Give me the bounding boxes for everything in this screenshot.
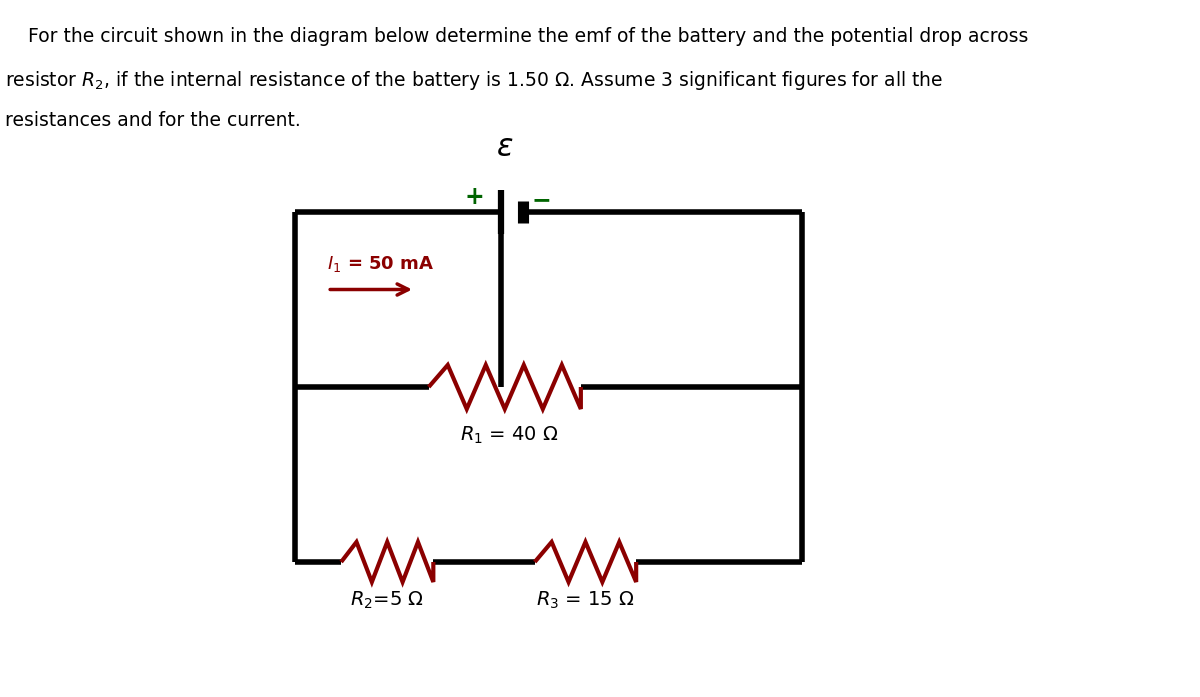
Text: $R_2$=5 Ω: $R_2$=5 Ω: [350, 590, 424, 611]
Text: For the circuit shown in the diagram below determine the emf of the battery and : For the circuit shown in the diagram bel…: [28, 27, 1028, 46]
Text: $R_1$ = 40 Ω: $R_1$ = 40 Ω: [460, 425, 559, 446]
Text: resistor $R_2$, if the internal resistance of the battery is 1.50 Ω. Assume 3 si: resistor $R_2$, if the internal resistan…: [5, 69, 943, 92]
Text: +: +: [464, 185, 484, 209]
Text: −: −: [532, 188, 552, 212]
Text: ε: ε: [497, 133, 514, 162]
Text: $\mathit{I_1}$ = 50 mA: $\mathit{I_1}$ = 50 mA: [328, 254, 434, 273]
Text: resistances and for the current.: resistances and for the current.: [5, 111, 300, 130]
Text: $R_3$ = 15 Ω: $R_3$ = 15 Ω: [536, 590, 635, 611]
